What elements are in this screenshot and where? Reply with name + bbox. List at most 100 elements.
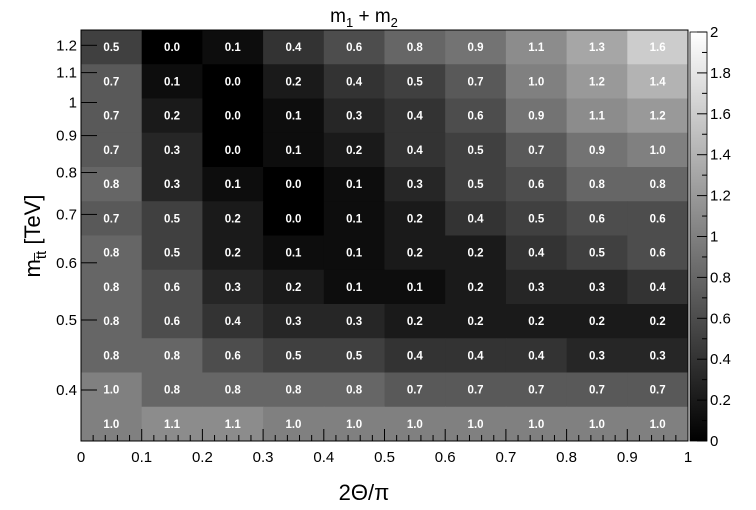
heatmap-cell-label: 0.8: [346, 385, 363, 397]
heatmap-cell: [263, 30, 325, 65]
heatmap-cell-label: 0.1: [225, 42, 242, 54]
heatmap-cell-label: 0.6: [225, 350, 241, 362]
heatmap-cell-label: 1.6: [650, 42, 666, 54]
chart-title-sub1: 1: [346, 15, 353, 30]
heatmap-cell-label: 0.0: [285, 213, 301, 225]
heatmap-cell: [323, 304, 385, 339]
heatmap-cell: [263, 98, 325, 134]
heatmap-cell-label: 0.7: [103, 111, 119, 123]
heatmap-cell: [505, 132, 568, 168]
heatmap-cell-label: 1.0: [103, 385, 119, 397]
heatmap-cell-label: 1.2: [650, 111, 666, 123]
heatmap-cell-label: 0.6: [650, 248, 666, 260]
y-tick-label: 0.5: [56, 312, 77, 329]
heatmap-cell: [505, 201, 568, 236]
heatmap-cell-label: 0.5: [407, 76, 424, 88]
heatmap-cell: [384, 64, 446, 99]
heatmap-cell: [566, 201, 628, 236]
y-tick-label: 0.8: [56, 165, 77, 182]
heatmap-cell-label: 1.0: [346, 419, 362, 431]
heatmap-cell: [627, 64, 689, 99]
x-tick-label: 0.4: [313, 449, 334, 466]
heatmap-cell: [627, 235, 689, 271]
colorbar-tick-label: 2: [710, 24, 718, 41]
heatmap-cell-label: 0.7: [468, 385, 484, 397]
heatmap-cell: [323, 338, 385, 373]
y-tick-label: 0.9: [56, 128, 77, 145]
heatmap-cell-label: 0.9: [528, 111, 544, 123]
heatmap-cell: [81, 132, 143, 168]
heatmap-cell-label: 0.1: [346, 213, 363, 225]
heatmap-cell-label: 0.3: [407, 179, 423, 191]
heatmap-cell: [202, 132, 264, 168]
y-tick-label: 1.2: [56, 37, 77, 54]
heatmap-cell-label: 0.1: [285, 145, 302, 157]
heatmap-cell: [384, 235, 446, 271]
heatmap-cell-label: 0.3: [164, 145, 180, 157]
heatmap-cell-label: 0.6: [589, 213, 605, 225]
heatmap-cell: [263, 406, 325, 442]
heatmap-cell-label: 1.2: [589, 76, 605, 88]
heatmap-cell-label: 0.7: [407, 385, 423, 397]
heatmap-cell: [81, 269, 143, 305]
heatmap-cell: [627, 167, 689, 202]
heatmap-cell: [202, 406, 264, 442]
colorbar-tick-label: 1.8: [710, 65, 731, 82]
heatmap-cell-label: 0.5: [285, 350, 302, 362]
heatmap-cell-label: 0.8: [589, 179, 606, 191]
heatmap-cell-label: 0.7: [528, 145, 544, 157]
x-tick-label: 0.7: [495, 449, 516, 466]
heatmap-cell: [445, 98, 507, 134]
heatmap-cell-labels: 0.5 0.0 0.1 0.4 0.6 0.8 0.9 1.1 1.3 1.6 0.7 0.1 0.0 0…: [103, 42, 666, 431]
heatmap-cell: [263, 167, 325, 202]
colorbar-tick-label: 1.2: [710, 188, 731, 205]
heatmap-cell: [384, 338, 446, 373]
heatmap-cell-label: 0.3: [285, 316, 301, 328]
heatmap-cell-label: 0.4: [468, 350, 485, 362]
heatmap-cell-label: 0.2: [589, 316, 605, 328]
heatmap-cell: [263, 304, 325, 339]
heatmap-cell: [445, 269, 507, 305]
heatmap-cell: [141, 167, 203, 202]
y-tick-label: 1.1: [56, 65, 77, 82]
heatmap-cell: [141, 338, 203, 373]
heatmap-cell-label: 0.3: [346, 316, 362, 328]
y-tick-label: 0.7: [56, 206, 77, 223]
colorbar-tick-label: 0: [710, 433, 718, 450]
heatmap-cell-label: 1.1: [225, 419, 242, 431]
heatmap-cells: [81, 30, 689, 442]
heatmap-cell-label: 0.1: [346, 179, 363, 191]
heatmap-cell: [263, 64, 325, 99]
heatmap-cell: [505, 338, 568, 373]
heatmap-cell: [323, 201, 385, 236]
y-axis-title-sub: t̅t: [33, 250, 50, 262]
heatmap-cell-label: 0.5: [164, 248, 181, 260]
heatmap-cell-label: 1.0: [407, 419, 423, 431]
heatmap-cell: [505, 30, 568, 65]
heatmap-cell: [141, 64, 203, 99]
y-tick-label: 1: [69, 95, 77, 112]
heatmap-cell: [81, 98, 143, 134]
heatmap-cell-label: 0.2: [346, 145, 362, 157]
heatmap-cell: [505, 167, 568, 202]
heatmap-cell: [566, 269, 628, 305]
heatmap-cell-label: 0.0: [164, 42, 180, 54]
heatmap-cell: [627, 132, 689, 168]
heatmap-cell-label: 0.3: [528, 282, 544, 294]
heatmap-cell-label: 0.9: [468, 42, 484, 54]
heatmap-cell-label: 0.6: [528, 179, 544, 191]
heatmap-cell-label: 0.7: [468, 76, 484, 88]
heatmap-cell: [445, 132, 507, 168]
heatmap-cell: [505, 98, 568, 134]
heatmap-cell: [81, 304, 143, 339]
heatmap-cell: [141, 30, 203, 65]
heatmap-cell-label: 0.6: [164, 316, 180, 328]
heatmap-cell-label: 0.8: [407, 42, 424, 54]
heatmap-cell-label: 1.0: [528, 419, 544, 431]
heatmap-cell-label: 0.8: [103, 282, 120, 294]
heatmap-cell-label: 0.2: [225, 213, 241, 225]
heatmap-cell-label: 0.2: [528, 316, 544, 328]
heatmap-cell: [81, 338, 143, 373]
x-tick-label: 0.9: [617, 449, 638, 466]
colorbar-tick-label: 0.6: [710, 310, 731, 327]
